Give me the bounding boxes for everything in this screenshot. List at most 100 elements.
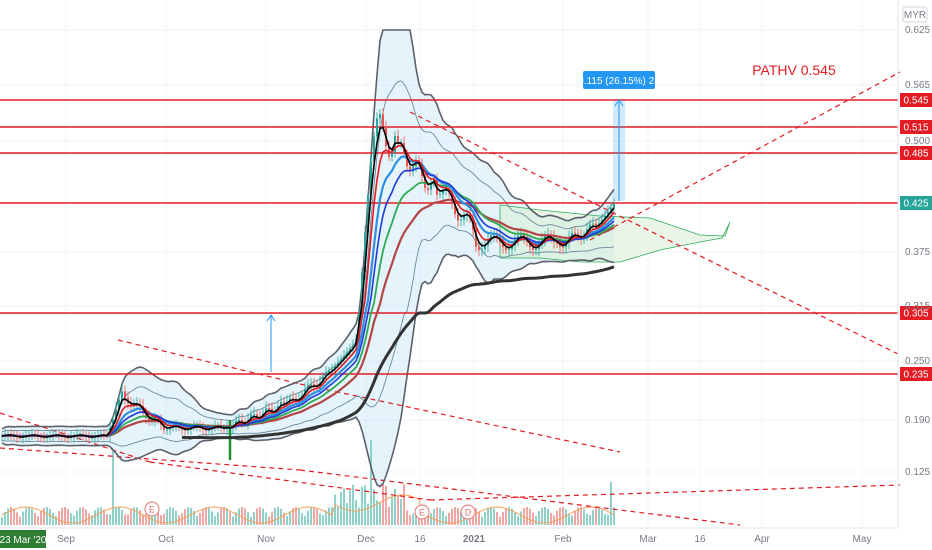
volume-bar	[241, 507, 243, 525]
volume-bar	[46, 507, 48, 525]
volume-bar	[346, 503, 348, 525]
volume-bar	[493, 508, 495, 525]
volume-bar	[502, 511, 504, 525]
volume-bar	[22, 511, 24, 525]
candle-body	[460, 219, 462, 221]
volume-bar	[322, 515, 324, 525]
y-tick-label: 0.625	[905, 25, 930, 36]
candle-body	[508, 249, 510, 251]
volume-bar	[196, 515, 198, 525]
candle-body	[268, 408, 270, 410]
volume-bar	[244, 508, 246, 525]
trendline[interactable]	[299, 469, 741, 526]
volume-bar	[364, 485, 366, 525]
volume-bar	[583, 509, 585, 525]
volume-bar	[427, 515, 429, 525]
candle-body	[328, 370, 330, 373]
volume-bar	[577, 507, 579, 525]
candle-body	[490, 235, 492, 240]
volume-bar	[478, 511, 480, 525]
candle-body	[457, 214, 459, 221]
volume-bar	[325, 510, 327, 525]
measure-tool[interactable]: 0.115 (26.15%) 23	[578, 71, 660, 201]
cursor-date-label: 23 Mar '20	[0, 535, 47, 546]
volume-bar	[439, 507, 441, 525]
volume-bar	[310, 507, 312, 525]
volume-bar	[388, 506, 390, 525]
volume-bar	[442, 511, 444, 525]
volume-bar	[505, 508, 507, 525]
volume-bar	[319, 513, 321, 525]
candle-body	[163, 424, 165, 430]
volume-bar	[205, 507, 207, 525]
event-marker[interactable]	[144, 501, 160, 517]
y-tick-label: 0.315	[905, 301, 930, 312]
volume-bar	[496, 512, 498, 525]
volume-bar	[4, 511, 6, 525]
candle-body	[592, 223, 594, 225]
volume-bar	[454, 507, 456, 525]
volume-bar	[214, 516, 216, 525]
volume-bar	[262, 508, 264, 525]
cloud-fill	[499, 204, 731, 263]
candle-body	[238, 419, 240, 422]
chart-annotation[interactable]: PATHV 0.545	[752, 62, 836, 78]
volume-bar	[481, 516, 483, 525]
event-marker[interactable]	[414, 504, 430, 520]
volume-bar	[352, 484, 354, 525]
volume-bar	[100, 507, 102, 525]
level-price-label: 0.545	[903, 96, 928, 107]
volume-bar	[73, 515, 75, 525]
trendline[interactable]	[589, 71, 901, 241]
volume-bar	[376, 500, 378, 525]
trendline[interactable]	[149, 461, 431, 501]
volume-bar	[64, 507, 66, 525]
volume-bar	[361, 486, 363, 525]
level-price-tag	[900, 120, 932, 134]
trendline[interactable]	[299, 383, 621, 453]
candle-body	[121, 391, 123, 400]
candle-body	[361, 272, 363, 313]
volume-bar	[556, 510, 558, 525]
volume-bar	[163, 513, 165, 525]
event-marker[interactable]	[460, 504, 476, 520]
volume-bar	[340, 492, 342, 525]
ema-black-line	[1, 126, 615, 438]
volume-bar	[277, 507, 279, 525]
volume-bar	[334, 494, 336, 525]
candle-body	[406, 152, 408, 167]
volume-bar	[475, 508, 477, 525]
candle-body	[493, 234, 495, 236]
volume-bar	[61, 507, 63, 525]
volume-bar	[79, 507, 81, 525]
volume-bar	[547, 508, 549, 525]
event-marker-label: D	[465, 508, 472, 518]
candle-body	[439, 194, 441, 196]
volume-bar	[379, 502, 381, 525]
volume-bar	[223, 507, 225, 525]
volume-bar	[394, 489, 396, 525]
volume-bar	[31, 508, 33, 525]
volume-bar	[304, 515, 306, 525]
volume-bar	[160, 515, 162, 525]
volume-bar	[553, 515, 555, 525]
volume-bar	[115, 507, 117, 525]
volume-bar	[229, 511, 231, 525]
x-tick-label: 16	[414, 534, 426, 545]
volume-bar	[238, 508, 240, 525]
currency-badge[interactable]	[902, 6, 928, 23]
volume-bar	[10, 507, 12, 525]
candle-body	[478, 246, 480, 250]
trendline[interactable]	[117, 339, 301, 385]
volume-bar	[259, 507, 261, 525]
candle-body	[265, 408, 267, 414]
candle-body	[256, 414, 258, 419]
candle-body	[505, 247, 507, 250]
volume-bar	[112, 450, 114, 525]
volume-bar	[595, 507, 597, 525]
volume-bar	[511, 508, 513, 525]
trendline[interactable]	[429, 484, 901, 501]
volume-bar	[520, 511, 522, 525]
